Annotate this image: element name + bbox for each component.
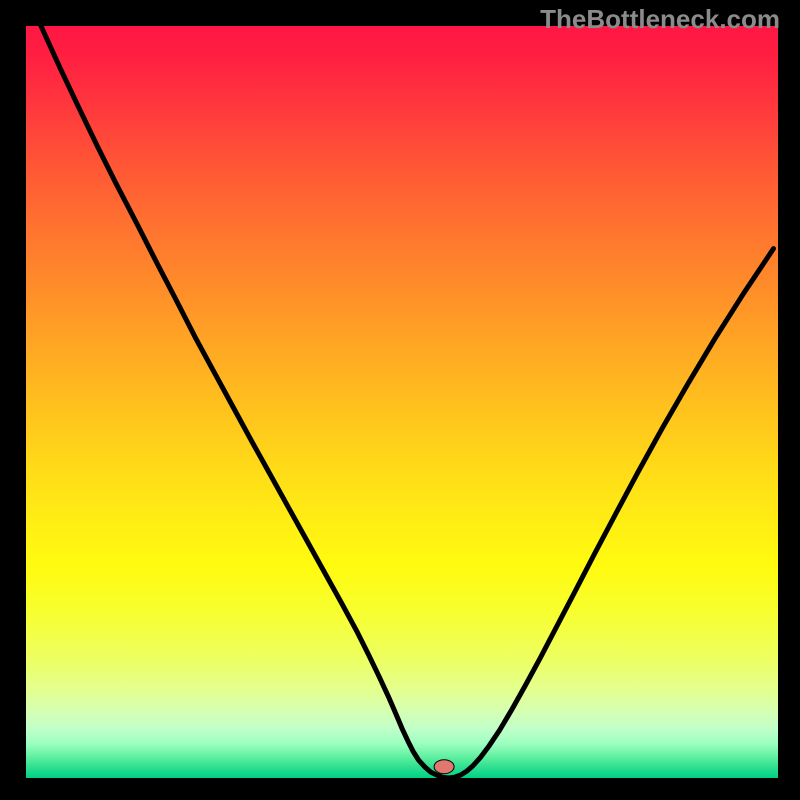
plot-area <box>26 26 778 778</box>
watermark-text: TheBottleneck.com <box>540 4 780 35</box>
figure: { "figure": { "width_px": 800, "height_p… <box>0 0 800 800</box>
